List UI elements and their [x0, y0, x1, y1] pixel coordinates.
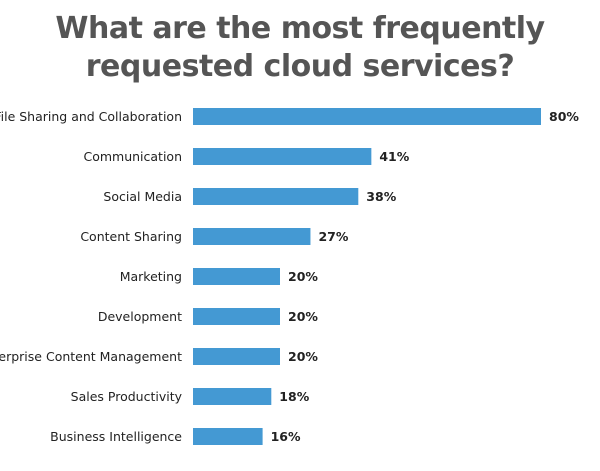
category-label: Social Media	[103, 189, 182, 204]
bar	[193, 388, 272, 405]
category-label: Business Intelligence	[50, 429, 182, 444]
bar	[193, 348, 280, 365]
category-label: File Sharing and Collaboration	[0, 109, 182, 124]
category-label: Sales Productivity	[71, 389, 183, 404]
category-label: Content Sharing	[80, 229, 182, 244]
bar	[193, 228, 311, 245]
bar	[193, 428, 263, 445]
chart-title-line-2: requested cloud services?	[85, 49, 515, 84]
value-label: 38%	[366, 189, 396, 204]
chart-title: What are the most frequently requested c…	[0, 10, 600, 86]
chart-title-line-1: What are the most frequently	[55, 11, 545, 46]
bar	[193, 148, 372, 165]
value-label: 80%	[549, 109, 579, 124]
value-label: 20%	[288, 309, 318, 324]
value-label: 16%	[271, 429, 301, 444]
bar	[193, 108, 541, 125]
category-label: Marketing	[120, 269, 182, 284]
value-label: 20%	[288, 269, 318, 284]
category-label: Development	[98, 309, 182, 324]
value-label: 41%	[379, 149, 409, 164]
bar	[193, 268, 280, 285]
value-label: 27%	[318, 229, 348, 244]
value-label: 18%	[279, 389, 309, 404]
category-label: Communication	[83, 149, 182, 164]
bar	[193, 308, 280, 325]
category-label: Enterprise Content Management	[0, 349, 182, 364]
bar	[193, 188, 359, 205]
value-label: 20%	[288, 349, 318, 364]
